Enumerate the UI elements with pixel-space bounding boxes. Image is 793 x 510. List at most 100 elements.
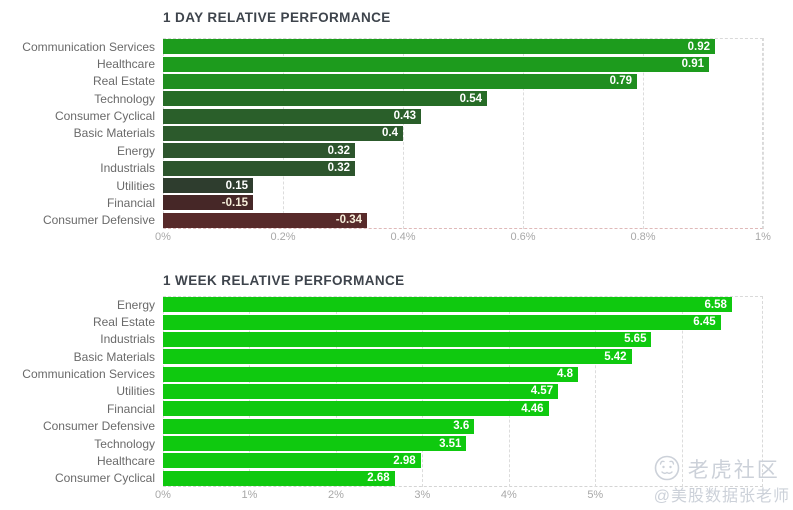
category-label: Technology xyxy=(94,91,155,106)
bar-row: Consumer Defensive 3.6 xyxy=(0,418,763,435)
performance-bar[interactable]: 0.4 xyxy=(163,125,403,141)
bar-value-label: 5.65 xyxy=(624,333,647,346)
bar-value-label: 0.32 xyxy=(327,144,350,157)
bar-track: 3.6 xyxy=(163,418,763,434)
bar-row: Technology 0.54 xyxy=(0,90,763,107)
performance-bar[interactable]: 3.51 xyxy=(163,436,467,452)
category-label: Consumer Cyclical xyxy=(54,109,155,124)
category-label: Industrials xyxy=(100,161,155,176)
category-label: Consumer Defensive xyxy=(42,213,155,228)
gridline xyxy=(403,38,404,229)
bar-row: Communication Services 0.92 xyxy=(0,38,763,55)
category-label: Communication Services xyxy=(22,39,155,54)
performance-bar[interactable]: 3.6 xyxy=(163,418,475,434)
axis-tick-label: 1% xyxy=(241,489,258,501)
bar-value-label: 4.8 xyxy=(556,368,573,381)
watermark-author-text: @美股数据张老师 xyxy=(653,488,790,506)
category-label: Consumer Defensive xyxy=(42,419,155,434)
bar-track: 4.8 xyxy=(163,366,763,382)
axis-tick-label: 3% xyxy=(414,489,431,501)
bar-row: Communication Services 4.8 xyxy=(0,365,763,382)
axis-tick-label: 4% xyxy=(500,489,517,501)
gridline xyxy=(643,38,644,229)
bar-value-label: 0.32 xyxy=(327,162,350,175)
bar-track: 2.98 xyxy=(163,453,763,469)
axis-tick-label: 0.6% xyxy=(510,231,536,243)
bar-row: Utilities 0.15 xyxy=(0,177,763,194)
axis-tick-label: 0.8% xyxy=(630,231,656,243)
category-label: Basic Materials xyxy=(73,126,155,141)
bar-value-label: 0.15 xyxy=(225,179,248,192)
category-label: Financial xyxy=(106,195,155,210)
x-axis: 0% 0.2% 0.4% 0.6% 0.8% 1% xyxy=(155,231,771,247)
bar-track: 2.68 xyxy=(163,470,763,486)
axis-tick-label: 0% xyxy=(155,489,171,501)
bar-row: Basic Materials 0.4 xyxy=(0,125,763,142)
category-label: Utilities xyxy=(116,178,155,193)
bar-value-label: 3.51 xyxy=(439,437,462,450)
bar-row: Basic Materials 5.42 xyxy=(0,348,763,365)
performance-bar[interactable]: 5.42 xyxy=(163,349,632,365)
category-label: Financial xyxy=(106,401,155,416)
bar-track: 0.32 xyxy=(163,160,763,176)
performance-bar[interactable]: -0.34 xyxy=(163,212,367,228)
performance-bar[interactable]: 0.15 xyxy=(163,178,253,194)
bar-row: Healthcare 2.98 xyxy=(0,452,763,469)
bar-value-label: 2.98 xyxy=(393,454,416,467)
bar-value-label: 0.92 xyxy=(687,40,710,53)
bar-value-label: 2.68 xyxy=(367,472,390,485)
bar-value-label: 0.43 xyxy=(393,110,416,123)
performance-bar[interactable]: 4.8 xyxy=(163,366,578,382)
bar-track: 0.92 xyxy=(163,39,763,55)
performance-bar[interactable]: 4.46 xyxy=(163,401,549,417)
category-label: Healthcare xyxy=(96,57,155,72)
axis-tick-label: 0.2% xyxy=(270,231,296,243)
performance-bar[interactable]: 6.45 xyxy=(163,314,721,330)
bar-track: 0.91 xyxy=(163,56,763,72)
category-label: Industrials xyxy=(100,332,155,347)
bar-track: 6.45 xyxy=(163,314,763,330)
bar-value-label: 0.91 xyxy=(681,58,704,71)
bar-track: 4.46 xyxy=(163,401,763,417)
bar-value-label: -0.15 xyxy=(221,196,248,209)
bar-track: 0.43 xyxy=(163,108,763,124)
bar-row: Real Estate 0.79 xyxy=(0,73,763,90)
performance-bar[interactable]: 4.57 xyxy=(163,383,559,399)
bar-track: 0.4 xyxy=(163,125,763,141)
bar-value-label: 3.6 xyxy=(453,420,470,433)
x-axis: 0% 1% 2% 3% 4% 5% xyxy=(155,489,763,505)
bar-track: -0.34 xyxy=(163,212,763,228)
performance-bar[interactable]: 0.91 xyxy=(163,56,709,72)
chart-title: 1 DAY RELATIVE PERFORMANCE xyxy=(163,10,391,25)
chart-title: 1 WEEK RELATIVE PERFORMANCE xyxy=(163,273,405,288)
bar-track: 0.15 xyxy=(163,178,763,194)
category-label: Real Estate xyxy=(92,74,155,89)
bar-value-label: 0.79 xyxy=(609,75,632,88)
bar-row: Financial -0.15 xyxy=(0,194,763,211)
performance-bar[interactable]: 0.79 xyxy=(163,73,637,89)
watermark: 老虎社区 @美股数据张老师 xyxy=(654,455,790,506)
performance-bar[interactable]: 0.32 xyxy=(163,160,355,176)
bar-value-label: 6.45 xyxy=(693,316,716,329)
performance-bar[interactable]: 2.98 xyxy=(163,453,421,469)
performance-bar[interactable]: 2.68 xyxy=(163,470,395,486)
performance-bar[interactable]: 0.43 xyxy=(163,108,421,124)
performance-bar[interactable]: 0.32 xyxy=(163,143,355,159)
bar-track: 3.51 xyxy=(163,436,763,452)
performance-bar[interactable]: -0.15 xyxy=(163,195,253,211)
performance-bar[interactable]: 6.58 xyxy=(163,297,732,313)
performance-bar[interactable]: 0.54 xyxy=(163,91,487,107)
bar-row: Utilities 4.57 xyxy=(0,383,763,400)
tiger-logo-icon xyxy=(654,455,680,486)
category-label: Technology xyxy=(94,436,155,451)
bar-value-label: 4.57 xyxy=(530,385,554,398)
bar-row: Healthcare 0.91 xyxy=(0,55,763,72)
bar-track: 5.42 xyxy=(163,349,763,365)
performance-bar[interactable]: 5.65 xyxy=(163,331,652,347)
gridline xyxy=(595,296,597,487)
bar-value-label: 0.4 xyxy=(382,127,398,140)
performance-bar[interactable]: 0.92 xyxy=(163,39,715,55)
bar-value-label: 0.54 xyxy=(459,92,482,105)
week-performance-chart: 1 WEEK RELATIVE PERFORMANCE Energy 6.58 Re… xyxy=(0,273,793,510)
category-label: Communication Services xyxy=(22,367,155,382)
